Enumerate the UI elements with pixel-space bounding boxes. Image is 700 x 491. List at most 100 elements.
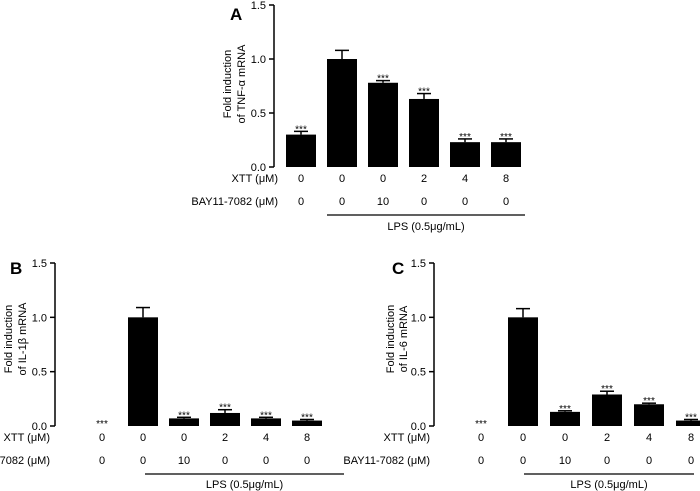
condition-value: 0 (478, 432, 484, 444)
condition-value: 10 (559, 455, 571, 467)
y-tick-label: 0.0 (251, 162, 266, 174)
condition-value: 0 (520, 432, 526, 444)
condition-value: 0 (181, 432, 187, 444)
condition-value: 0 (298, 173, 304, 185)
bar (128, 317, 158, 426)
condition-value: 2 (222, 432, 228, 444)
condition-value: 0 (298, 196, 304, 208)
significance-label: *** (96, 419, 108, 430)
panel-b: B 0.0 0.5 1.0 1.5 Fold induction of IL-1β mRNA… (0, 258, 344, 491)
condition-value: 0 (520, 455, 526, 467)
y-axis-label: of TNF-α mRNA (236, 44, 248, 124)
group-label: LPS (0.5μg/mL) (570, 479, 647, 491)
panel-label: B (10, 259, 22, 278)
y-axis-label: Fold induction (3, 305, 15, 374)
significance-label: *** (559, 404, 571, 415)
condition-value: 8 (304, 432, 310, 444)
condition-value: 8 (688, 432, 694, 444)
condition-value: 0 (688, 455, 694, 467)
significance-label: *** (418, 87, 430, 98)
bar (550, 411, 580, 426)
bar (251, 418, 281, 426)
y-axis-label: of IL-6 mRNA (398, 305, 410, 372)
condition-label: BAY11-7082 (μM) (0, 455, 50, 467)
panel-label: A (230, 5, 242, 24)
bar (491, 142, 521, 167)
y-axis-label: Fold induction (385, 305, 397, 374)
condition-label: BAY11-7082 (μM) (343, 455, 430, 467)
condition-value: 0 (478, 455, 484, 467)
bar (676, 420, 700, 426)
condition-value: 0 (604, 455, 610, 467)
significance-label: *** (377, 74, 389, 85)
significance-label: *** (601, 384, 613, 395)
condition-value: 0 (99, 455, 105, 467)
condition-value: 2 (604, 432, 610, 444)
condition-value: 4 (263, 432, 269, 444)
panel-a: A 0.0 0.5 1.0 1.5 Fold induction of TNF-α mRNA… (191, 0, 525, 233)
significance-label: *** (475, 419, 487, 430)
panel-label: C (392, 259, 404, 278)
condition-value: 10 (377, 196, 389, 208)
y-tick-label: 1.5 (251, 0, 266, 12)
condition-label: BAY11-7082 (μM) (191, 196, 278, 208)
condition-value: 0 (99, 432, 105, 444)
significance-label: *** (301, 412, 313, 423)
y-tick-label: 1.5 (411, 258, 426, 270)
bar (169, 418, 199, 426)
significance-label: *** (178, 410, 190, 421)
condition-value: 0 (140, 432, 146, 444)
significance-label: *** (643, 396, 655, 407)
y-axis-label: Fold induction (222, 50, 234, 119)
condition-value: 0 (140, 455, 146, 467)
condition-value: 0 (222, 455, 228, 467)
y-axis-label: of IL-1β mRNA (17, 302, 29, 376)
bar (592, 394, 622, 426)
significance-label: *** (260, 410, 272, 421)
condition-value: 8 (503, 173, 509, 185)
condition-value: 10 (178, 455, 190, 467)
bar (210, 412, 240, 426)
significance-label: *** (459, 132, 471, 143)
condition-label: XTT (μM) (232, 173, 278, 185)
y-tick-label: 0.0 (32, 421, 47, 433)
condition-label: XTT (μM) (384, 432, 430, 444)
y-tick-label: 0.5 (411, 367, 426, 379)
condition-value: 4 (462, 173, 468, 185)
bar (327, 59, 357, 167)
condition-value: 0 (462, 196, 468, 208)
condition-value: 0 (304, 455, 310, 467)
condition-value: 0 (646, 455, 652, 467)
y-tick-label: 0.5 (32, 367, 47, 379)
bar (286, 134, 316, 167)
condition-value: 4 (646, 432, 652, 444)
group-label: LPS (0.5μg/mL) (387, 221, 464, 233)
condition-value: 0 (421, 196, 427, 208)
condition-label: XTT (μM) (4, 432, 50, 444)
y-tick-label: 1.0 (251, 54, 266, 66)
condition-value: 0 (339, 196, 345, 208)
significance-label: *** (500, 132, 512, 143)
bar (450, 142, 480, 167)
condition-value: 0 (503, 196, 509, 208)
condition-value: 0 (339, 173, 345, 185)
bar (634, 404, 664, 426)
condition-value: 0 (562, 432, 568, 444)
panel-c: C 0.0 0.5 1.0 1.5 Fold induction of IL-6 mRNA *… (343, 258, 700, 491)
condition-value: 0 (380, 173, 386, 185)
group-label: LPS (0.5μg/mL) (206, 479, 283, 491)
y-tick-label: 0.0 (411, 421, 426, 433)
bar (292, 420, 322, 426)
y-tick-label: 0.5 (251, 108, 266, 120)
significance-label: *** (295, 124, 307, 135)
bar (508, 317, 538, 426)
bar (409, 98, 439, 167)
y-tick-label: 1.0 (32, 312, 47, 324)
condition-value: 0 (263, 455, 269, 467)
condition-value: 2 (421, 173, 427, 185)
significance-label: *** (685, 412, 697, 423)
significance-label: *** (219, 403, 231, 414)
bar (368, 82, 398, 167)
y-tick-label: 1.0 (411, 312, 426, 324)
